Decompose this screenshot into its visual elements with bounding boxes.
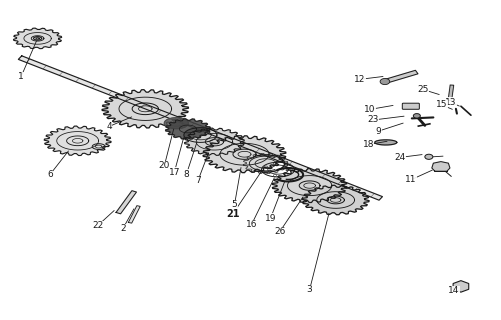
Text: 24: 24 bbox=[394, 153, 405, 162]
Polygon shape bbox=[128, 206, 140, 223]
Text: 18: 18 bbox=[363, 140, 374, 149]
Text: 15: 15 bbox=[436, 100, 447, 109]
Polygon shape bbox=[453, 281, 469, 292]
Text: 17: 17 bbox=[169, 168, 180, 177]
Polygon shape bbox=[448, 85, 454, 100]
Polygon shape bbox=[302, 185, 369, 215]
Text: 19: 19 bbox=[265, 214, 276, 223]
Polygon shape bbox=[184, 128, 217, 142]
Text: 6: 6 bbox=[47, 170, 53, 179]
Text: 5: 5 bbox=[231, 200, 237, 209]
Circle shape bbox=[425, 154, 433, 159]
Polygon shape bbox=[102, 90, 188, 128]
Text: 14: 14 bbox=[448, 286, 459, 295]
Polygon shape bbox=[375, 140, 397, 145]
Text: 20: 20 bbox=[159, 161, 170, 170]
Text: 23: 23 bbox=[368, 116, 379, 124]
Text: 2: 2 bbox=[120, 224, 126, 233]
Text: 21: 21 bbox=[226, 209, 239, 219]
Circle shape bbox=[413, 114, 420, 118]
Text: 9: 9 bbox=[375, 127, 381, 136]
Text: 7: 7 bbox=[195, 176, 201, 185]
Text: 16: 16 bbox=[246, 220, 257, 229]
Polygon shape bbox=[165, 119, 210, 139]
Polygon shape bbox=[116, 191, 136, 214]
Circle shape bbox=[380, 78, 390, 84]
Polygon shape bbox=[203, 136, 286, 172]
Text: 13: 13 bbox=[445, 98, 456, 107]
Polygon shape bbox=[384, 70, 418, 83]
Text: 8: 8 bbox=[183, 170, 189, 179]
Polygon shape bbox=[19, 56, 382, 200]
Text: 10: 10 bbox=[364, 105, 375, 114]
Polygon shape bbox=[432, 162, 450, 171]
Polygon shape bbox=[164, 118, 188, 129]
Polygon shape bbox=[272, 169, 347, 203]
Polygon shape bbox=[44, 126, 111, 156]
Text: 26: 26 bbox=[274, 228, 285, 236]
Polygon shape bbox=[184, 128, 244, 155]
Text: 4: 4 bbox=[106, 122, 112, 131]
Text: 22: 22 bbox=[92, 221, 103, 230]
FancyBboxPatch shape bbox=[402, 103, 419, 109]
Text: 12: 12 bbox=[354, 75, 365, 84]
Text: 25: 25 bbox=[418, 85, 429, 94]
Text: 1: 1 bbox=[18, 72, 24, 81]
Text: 3: 3 bbox=[307, 285, 313, 294]
Polygon shape bbox=[14, 28, 62, 49]
Text: 11: 11 bbox=[405, 175, 416, 184]
